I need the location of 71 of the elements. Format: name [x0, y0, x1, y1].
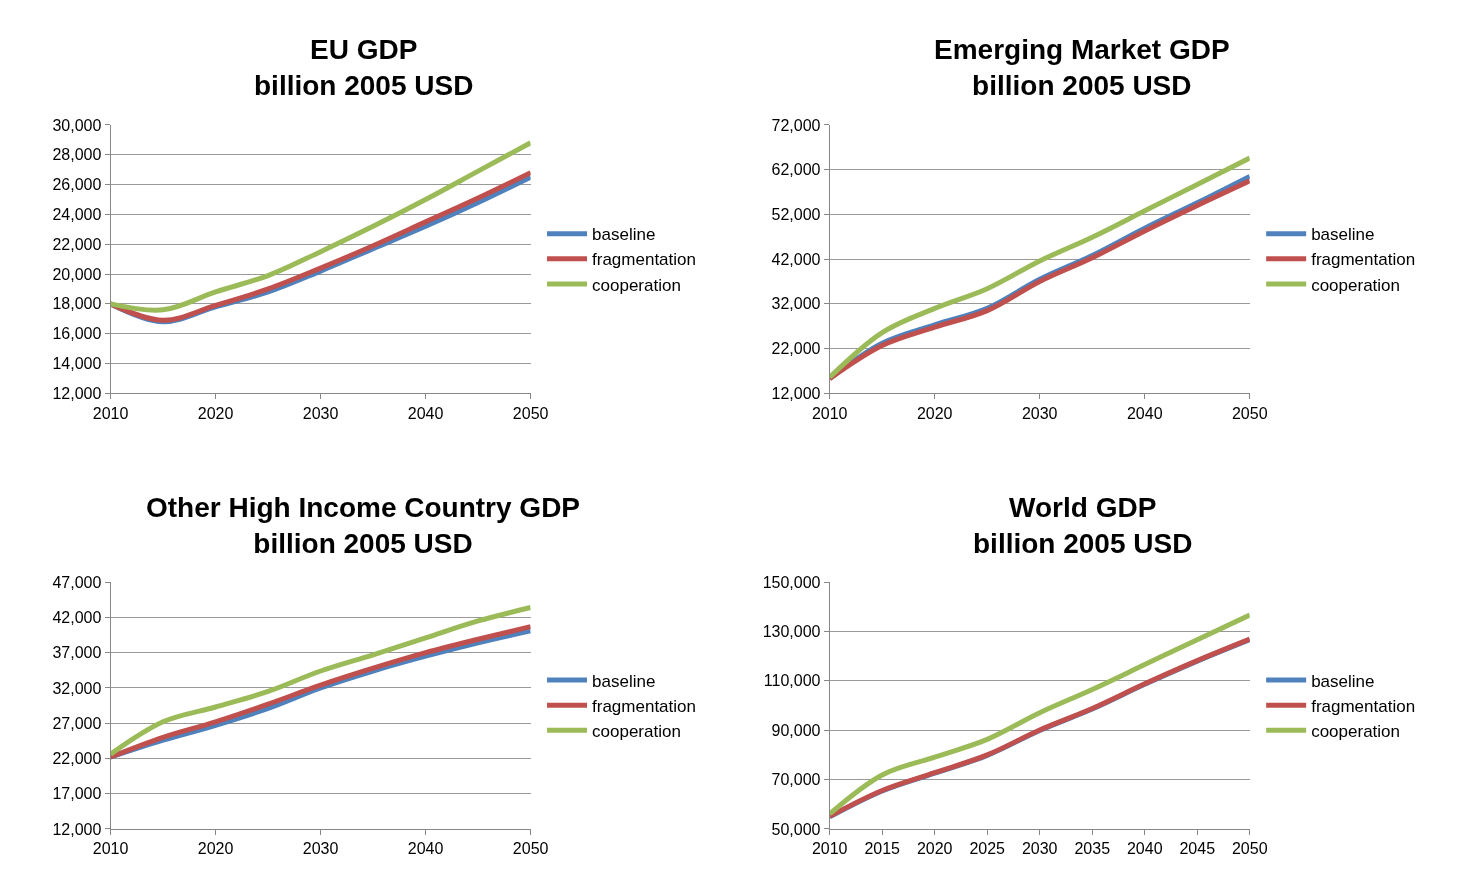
legend-label: fragmentation [1311, 250, 1416, 270]
y-tick-label: 28,000 [52, 146, 102, 164]
y-tick-label: 18,000 [52, 295, 102, 313]
y-tick-label: 16,000 [52, 325, 102, 343]
x-tick-label: 2020 [916, 404, 953, 422]
y-tick-label: 37,000 [52, 644, 102, 662]
y-tick-label: 110,000 [763, 672, 821, 690]
legend-label: baseline [1311, 225, 1375, 245]
x-tick-label: 2025 [969, 840, 1006, 858]
legend-label: cooperation [592, 275, 681, 295]
y-tick-label: 22,000 [52, 750, 102, 768]
y-tick-label: 42,000 [771, 250, 821, 268]
y-tick-label: 70,000 [771, 771, 821, 789]
y-tick-label: 22,000 [771, 340, 821, 358]
y-tick-label: 12,000 [52, 384, 102, 402]
y-tick-label: 150,000 [762, 573, 821, 591]
y-tick-label: 47,000 [52, 573, 102, 591]
chart-title: EU GDP billion 2005 USD [254, 34, 474, 102]
x-tick-label: 2015 [864, 840, 901, 858]
y-tick-label: 52,000 [771, 206, 821, 223]
y-tick-label: 14,000 [52, 355, 102, 373]
legend-label: fragmentation [1311, 696, 1416, 716]
legend-label: baseline [592, 671, 656, 691]
y-tick-label: 24,000 [52, 206, 102, 223]
chart-title: Emerging Market GDP billion 2005 USD [934, 34, 1230, 102]
y-tick-label: 50,000 [771, 820, 821, 838]
x-tick-label: 2010 [811, 840, 848, 858]
x-tick-label: 2050 [512, 404, 549, 422]
x-tick-label: 2010 [92, 404, 129, 422]
y-tick-label: 12,000 [52, 820, 102, 838]
chart-title: Other High Income Country GDP billion 2005 USD [146, 492, 581, 560]
y-tick-label: 90,000 [771, 721, 821, 739]
legend-label: fragmentation [592, 250, 696, 270]
legend-label: cooperation [1311, 275, 1400, 295]
x-tick-label: 2030 [302, 404, 339, 422]
x-tick-label: 2010 [811, 404, 848, 422]
x-tick-label: 2040 [1126, 840, 1163, 858]
x-tick-label: 2020 [916, 840, 953, 858]
legend-label: cooperation [1311, 721, 1400, 741]
x-tick-label: 2030 [1021, 404, 1058, 422]
x-tick-label: 2050 [1231, 840, 1268, 858]
x-tick-label: 2050 [1231, 404, 1268, 422]
y-tick-label: 26,000 [52, 176, 102, 194]
legend-label: fragmentation [592, 696, 696, 716]
y-tick-label: 30,000 [52, 116, 102, 134]
legend-label: baseline [592, 225, 656, 245]
legend-label: cooperation [592, 721, 681, 741]
y-tick-label: 17,000 [52, 785, 102, 803]
x-tick-label: 2035 [1074, 840, 1111, 858]
y-tick-label: 22,000 [52, 235, 102, 253]
y-tick-label: 130,000 [762, 623, 821, 641]
y-tick-label: 20,000 [52, 265, 102, 283]
x-tick-label: 2020 [197, 840, 234, 858]
x-tick-label: 2050 [512, 840, 549, 858]
x-tick-label: 2030 [302, 840, 339, 858]
y-tick-label: 12,000 [771, 384, 821, 402]
x-tick-label: 2040 [407, 840, 444, 858]
y-tick-label: 32,000 [771, 295, 821, 313]
x-tick-label: 2040 [407, 404, 444, 422]
legend-label: baseline [1311, 671, 1375, 691]
y-tick-label: 32,000 [52, 679, 102, 697]
chart-title: World GDP billion 2005 USD [973, 492, 1193, 560]
x-tick-label: 2040 [1126, 404, 1163, 422]
x-tick-label: 2020 [197, 404, 234, 422]
y-tick-label: 42,000 [52, 609, 102, 627]
y-tick-label: 72,000 [771, 116, 821, 134]
x-tick-label: 2030 [1021, 840, 1058, 858]
x-tick-label: 2010 [92, 840, 129, 858]
x-tick-label: 2045 [1179, 840, 1216, 858]
y-tick-label: 62,000 [771, 161, 821, 179]
y-tick-label: 27,000 [52, 714, 102, 732]
